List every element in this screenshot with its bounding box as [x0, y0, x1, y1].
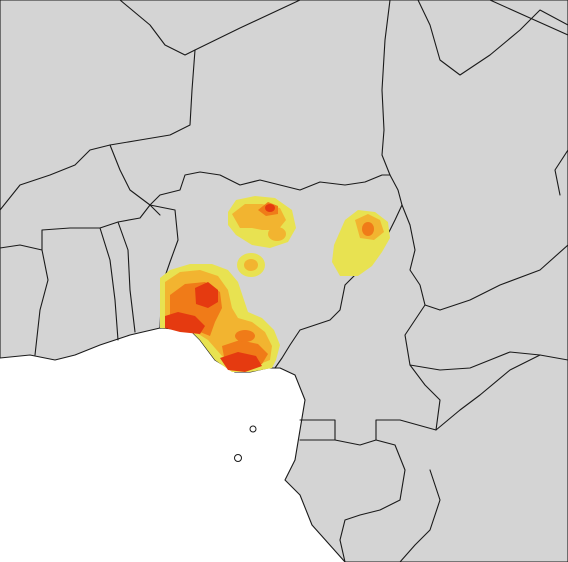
- border-niger-nigeria: [149, 171, 403, 206]
- border-chad-east: [417, 0, 568, 76]
- density-zone-north-medium-2: [268, 227, 286, 241]
- border-mali-niger: [109, 49, 196, 146]
- border-congo-south: [399, 469, 441, 562]
- density-zone-delta-small: [235, 330, 255, 342]
- border-burkina: [109, 144, 161, 216]
- border-cameroon-car: [404, 304, 441, 431]
- border-togo-benin: [117, 221, 136, 333]
- density-zone-southwest-peak-1: [195, 282, 218, 308]
- border-burkina-ghana: [0, 144, 111, 211]
- density-zone-central-medium: [244, 259, 258, 271]
- border-chad-sudan: [554, 149, 568, 196]
- density-zone-southwest-peak-2: [165, 312, 205, 334]
- density-zone-north-peak: [265, 204, 275, 212]
- island-bioko-small: [249, 425, 257, 433]
- border-ghana-togo: [99, 227, 119, 341]
- density-layer: [160, 196, 390, 372]
- border-niger-chad: [381, 0, 391, 176]
- border-far-east: [489, 0, 568, 36]
- border-north-west: [119, 0, 196, 56]
- density-zone-delta-peak: [220, 352, 262, 372]
- border-north-central: [194, 0, 301, 51]
- border-congo-drc: [435, 354, 541, 431]
- border-gabon-congo: [339, 439, 406, 562]
- border-ghana-west: [0, 244, 49, 356]
- border-gabon: [299, 419, 437, 446]
- island-sao-tome: [234, 454, 242, 462]
- density-zone-northeast-high: [362, 222, 374, 236]
- border-car-north: [439, 244, 568, 311]
